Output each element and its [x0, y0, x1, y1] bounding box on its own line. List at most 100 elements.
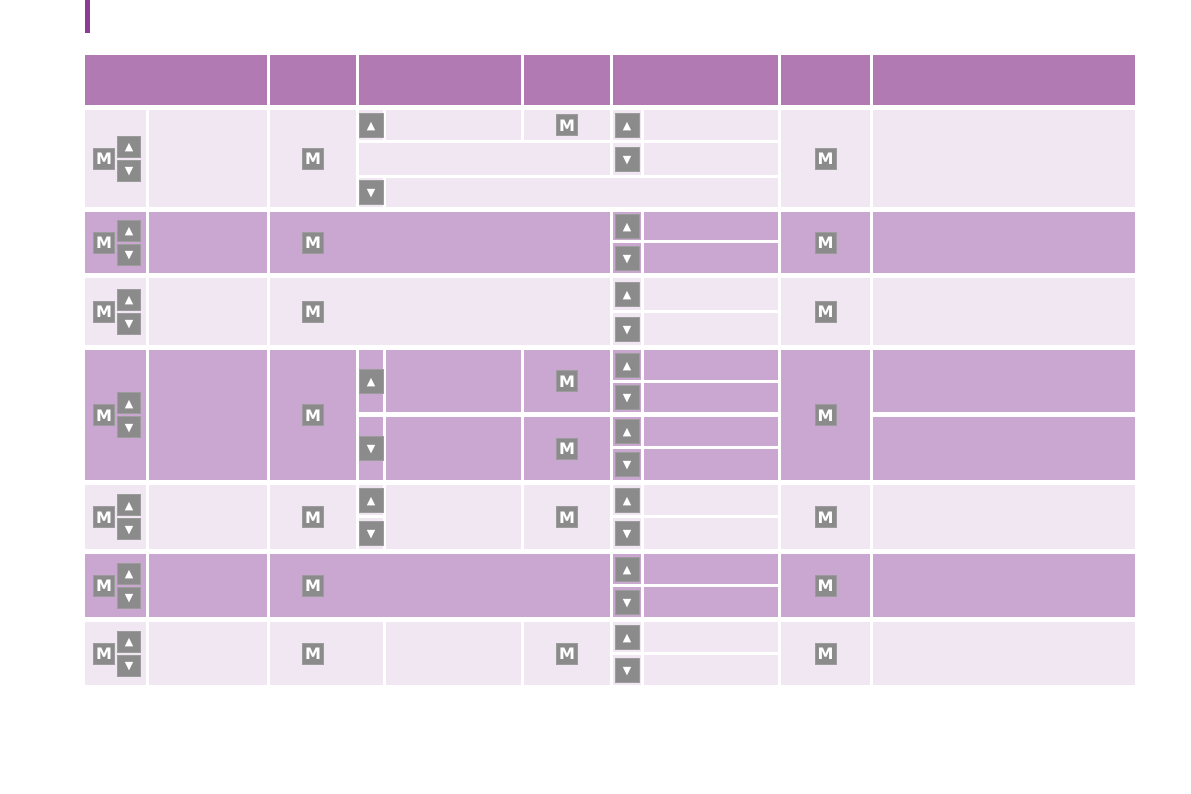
empty-cell — [359, 143, 610, 175]
empty-cell — [386, 417, 521, 480]
up-arrow-icon: ▲ — [614, 487, 640, 513]
menu-button-icon: M — [556, 437, 578, 460]
up-arrow-icon: ▲ — [117, 630, 141, 653]
empty-cell — [386, 485, 521, 549]
empty-cell — [644, 243, 778, 273]
empty-cell — [644, 417, 778, 446]
menu-cell: M — [270, 278, 610, 345]
up-arrow-icon: ▲ — [614, 213, 640, 239]
empty-cell — [873, 350, 1135, 412]
header-cell-6 — [781, 55, 870, 105]
empty-cell — [644, 622, 778, 652]
menu-button-icon: M — [93, 404, 115, 426]
menu-cell: M — [270, 110, 356, 207]
empty-cell — [644, 518, 778, 549]
menu-cell: M — [270, 554, 610, 617]
down-cell: ▼ — [613, 655, 641, 685]
down-cell: ▼ — [613, 243, 641, 273]
empty-cell — [149, 278, 267, 345]
menu-button-icon: M — [814, 642, 837, 665]
menu-button-icon: M — [814, 147, 837, 170]
empty-cell — [386, 178, 778, 207]
up-cell: ▲ — [358, 110, 384, 140]
menu-updown-cell: M ▲ ▼ — [85, 110, 146, 207]
down-cell: ▼ — [358, 178, 384, 207]
empty-cell — [873, 485, 1135, 549]
menu-button-icon: M — [556, 642, 578, 665]
updown-stack: ▲ ▼ — [117, 288, 141, 335]
empty-cell — [873, 417, 1135, 480]
menu-button-icon: M — [556, 370, 578, 392]
up-arrow-icon: ▲ — [614, 624, 640, 650]
menu-button-icon: M — [302, 300, 324, 323]
menu-cell: M — [781, 485, 870, 549]
up-arrow-icon: ▲ — [614, 419, 640, 444]
down-arrow-icon: ▼ — [358, 521, 384, 546]
manual-table: M ▲ ▼ M ▲ M ▲ ▼ ▼ M — [85, 55, 1135, 685]
menu-cell: M — [524, 485, 610, 549]
up-arrow-icon: ▲ — [117, 135, 141, 158]
header-cell-2 — [270, 55, 356, 105]
down-cell: ▼ — [613, 313, 641, 345]
menu-button-icon: M — [302, 404, 324, 426]
menu-cell: M — [781, 622, 870, 685]
up-arrow-icon: ▲ — [117, 288, 141, 311]
up-arrow-icon: ▲ — [358, 368, 384, 394]
down-arrow-icon: ▼ — [117, 654, 141, 677]
up-cell: ▲ — [613, 350, 641, 380]
up-cell: ▲ — [358, 350, 384, 412]
menu-button-icon: M — [814, 506, 837, 528]
empty-cell — [644, 143, 778, 175]
menu-button-icon: M — [93, 231, 115, 254]
menu-button-icon: M — [302, 231, 324, 254]
up-arrow-icon: ▲ — [358, 112, 384, 138]
up-arrow-icon: ▲ — [614, 112, 640, 138]
menu-updown-cell: M ▲ ▼ — [85, 212, 146, 273]
menu-cell: M — [524, 417, 610, 480]
up-arrow-icon: ▲ — [117, 494, 141, 516]
up-arrow-icon: ▲ — [614, 556, 640, 582]
menu-updown-cell: M ▲ ▼ — [85, 485, 146, 549]
empty-cell — [873, 554, 1135, 617]
menu-button-icon: M — [302, 574, 324, 597]
menu-cell: M — [781, 212, 870, 273]
down-cell: ▼ — [613, 143, 641, 175]
menu-button-icon: M — [556, 114, 578, 136]
up-arrow-icon: ▲ — [614, 281, 640, 307]
menu-cell: M — [270, 622, 383, 685]
header-cell-4 — [524, 55, 610, 105]
empty-cell — [644, 655, 778, 685]
menu-cell: M — [781, 554, 870, 617]
down-arrow-icon: ▼ — [358, 436, 384, 461]
menu-button-icon: M — [93, 642, 115, 665]
down-cell: ▼ — [613, 383, 641, 412]
up-arrow-icon: ▲ — [614, 352, 640, 378]
down-cell: ▼ — [613, 518, 641, 549]
down-cell: ▼ — [358, 518, 384, 549]
up-cell: ▲ — [613, 278, 641, 310]
menu-button-icon: M — [93, 147, 115, 170]
down-arrow-icon: ▼ — [614, 452, 640, 477]
down-arrow-icon: ▼ — [117, 518, 141, 540]
empty-cell — [644, 313, 778, 345]
menu-button-icon: M — [814, 574, 837, 597]
empty-cell — [644, 383, 778, 412]
up-arrow-icon: ▲ — [117, 219, 141, 242]
header-cell-3 — [359, 55, 521, 105]
header-cell-1 — [85, 55, 267, 105]
down-cell: ▼ — [613, 587, 641, 617]
down-arrow-icon: ▼ — [614, 657, 640, 683]
menu-button-icon: M — [556, 506, 578, 528]
menu-cell: M — [524, 110, 610, 140]
empty-cell — [873, 110, 1135, 207]
up-arrow-icon: ▲ — [358, 487, 384, 513]
down-arrow-icon: ▼ — [614, 521, 640, 546]
menu-button-icon: M — [302, 147, 324, 170]
menu-cell: M — [781, 350, 870, 480]
updown-stack: ▲ ▼ — [117, 135, 141, 182]
updown-stack: ▲ ▼ — [117, 392, 141, 438]
menu-cell: M — [781, 278, 870, 345]
empty-cell — [873, 278, 1135, 345]
menu-button-icon: M — [302, 506, 324, 528]
